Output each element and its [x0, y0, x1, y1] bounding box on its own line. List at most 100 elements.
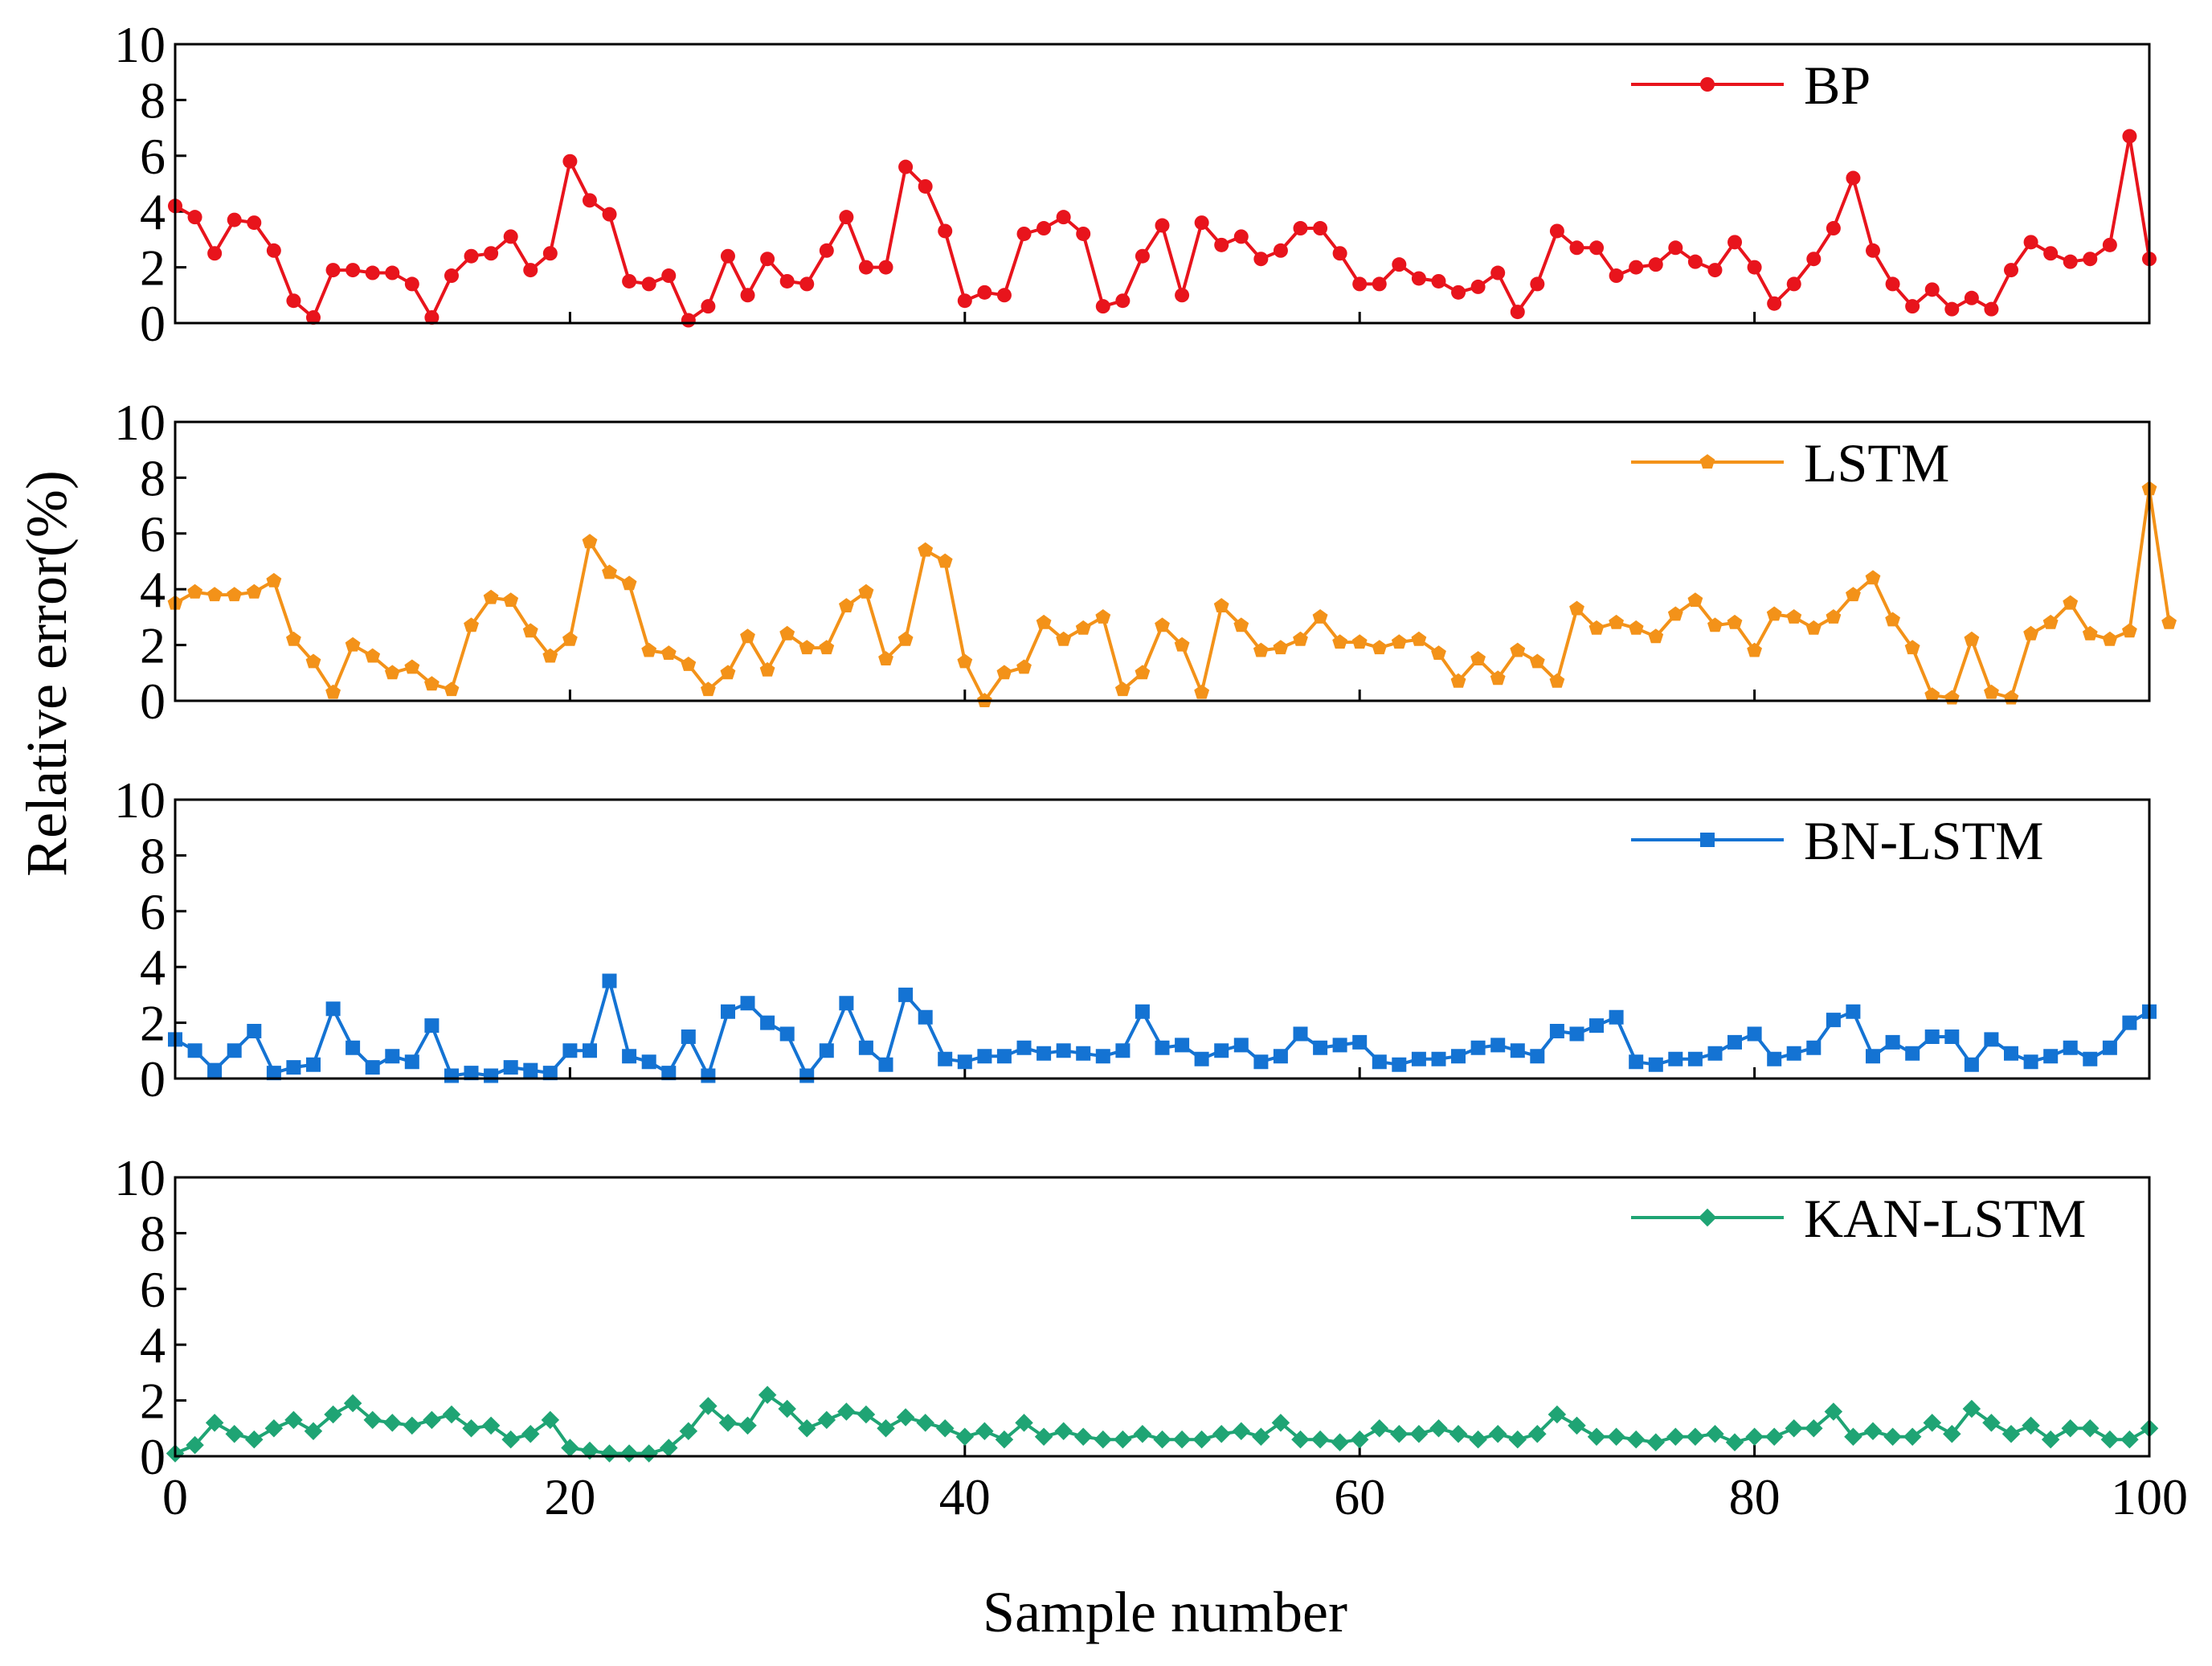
data-point — [1924, 1029, 1940, 1044]
y-tick-label: 10 — [114, 1149, 166, 1206]
data-point — [1984, 1032, 1999, 1047]
data-point — [1626, 1430, 1646, 1449]
data-point — [1056, 631, 1072, 646]
data-point — [918, 542, 934, 557]
data-point — [1490, 265, 1506, 280]
y-tick-label: 4 — [140, 561, 166, 618]
data-point — [325, 1001, 341, 1017]
data-point — [1569, 600, 1584, 616]
data-point — [1155, 218, 1170, 233]
data-point — [1508, 1430, 1527, 1449]
series-line — [174, 979, 2150, 1078]
data-point — [1213, 598, 1229, 612]
data-point — [1587, 1427, 1606, 1446]
data-point — [2083, 1051, 2098, 1066]
data-point — [1725, 1433, 1744, 1451]
data-point — [1153, 1430, 1171, 1449]
data-point — [1370, 1419, 1388, 1438]
data-point — [1666, 1427, 1685, 1446]
data-point — [542, 246, 558, 261]
data-point — [1964, 1057, 1979, 1072]
data-point — [760, 1015, 775, 1030]
legend-marker — [1698, 1208, 1717, 1227]
data-point — [1155, 1040, 1170, 1055]
y-tick-label: 4 — [140, 1316, 166, 1373]
data-point — [1114, 682, 1131, 697]
data-point — [819, 1043, 834, 1058]
data-point — [1885, 276, 1900, 292]
data-point — [898, 159, 914, 174]
data-point — [1747, 642, 1762, 657]
data-point — [858, 1040, 873, 1055]
data-point — [1984, 684, 1999, 699]
data-point — [1450, 673, 1466, 688]
data-point — [995, 1430, 1014, 1449]
data-point — [641, 276, 656, 292]
data-point — [1707, 617, 1723, 632]
data-point — [701, 682, 716, 697]
data-point — [1530, 1049, 1545, 1064]
data-point — [1293, 1026, 1308, 1042]
data-point — [424, 1018, 440, 1034]
data-point — [1687, 592, 1703, 608]
data-point — [857, 1405, 876, 1424]
data-point — [1036, 614, 1052, 629]
data-point — [523, 263, 538, 278]
data-point — [1883, 1427, 1902, 1446]
data-point — [877, 1419, 895, 1438]
data-point — [1727, 235, 1743, 250]
data-point — [521, 1425, 540, 1443]
data-point — [1786, 1046, 1801, 1061]
data-point — [245, 1430, 264, 1449]
data-point — [1707, 263, 1723, 278]
data-point — [1470, 279, 1486, 294]
data-point — [1569, 240, 1584, 256]
data-point — [343, 1394, 362, 1413]
data-point — [1076, 1046, 1091, 1061]
plot-frame — [174, 420, 2151, 702]
data-point — [385, 1049, 400, 1064]
x-tick-label: 100 — [2111, 1468, 2188, 1525]
data-point — [1764, 1427, 1784, 1446]
data-point — [1609, 268, 1624, 284]
data-point — [897, 631, 914, 646]
data-point — [1252, 1427, 1270, 1446]
data-point — [1569, 1026, 1584, 1042]
data-point — [1214, 237, 1229, 252]
data-point — [819, 243, 834, 258]
data-point — [1885, 612, 1900, 627]
data-point — [1549, 1024, 1564, 1038]
data-point — [2122, 1015, 2137, 1030]
data-point — [562, 1043, 578, 1058]
data-point — [701, 299, 716, 314]
data-point — [1826, 221, 1841, 236]
data-point — [1984, 301, 1999, 317]
data-point — [1609, 1009, 1624, 1025]
data-point — [1905, 299, 1920, 314]
data-point — [1686, 1427, 1705, 1446]
data-point — [1175, 1038, 1190, 1053]
data-point — [2003, 690, 2019, 705]
y-tick-label: 10 — [114, 394, 166, 451]
y-tick-label: 0 — [140, 1050, 166, 1107]
data-point — [225, 1425, 243, 1443]
data-point — [444, 682, 460, 697]
data-point — [1964, 631, 1980, 646]
data-point — [523, 1062, 538, 1078]
data-point — [1609, 614, 1624, 629]
data-point — [1943, 1425, 1961, 1443]
data-point — [2001, 1425, 2021, 1443]
data-point — [996, 288, 1012, 303]
data-point — [1194, 215, 1209, 231]
data-point — [798, 1419, 816, 1438]
data-point — [2061, 1419, 2079, 1438]
data-point — [977, 284, 992, 300]
data-point — [2122, 129, 2137, 144]
y-tick-label: 6 — [140, 128, 166, 185]
data-point — [304, 1422, 323, 1440]
data-point — [503, 592, 519, 608]
series-line — [174, 487, 2171, 702]
data-point — [583, 1043, 597, 1058]
data-point — [898, 987, 914, 1002]
data-point — [187, 1043, 202, 1058]
